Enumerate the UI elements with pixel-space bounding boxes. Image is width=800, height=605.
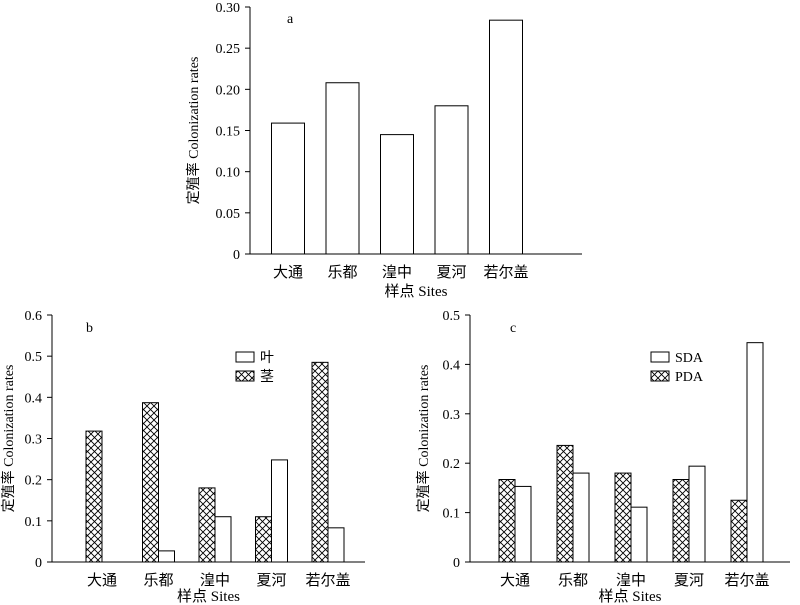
y-tick-label: 0.20 xyxy=(216,83,241,98)
x-axis-title: 样点 Sites xyxy=(385,283,448,300)
bar xyxy=(572,472,590,563)
chart-panel-c: 0 0.1 0.2 0.3 0.4 0.5 大通 乐都 湟中 夏河 若尔盖 定殖率 Colonizat… xyxy=(415,309,790,605)
y-axis-title: 定殖率 Colonization rates xyxy=(185,57,202,205)
legend-swatch xyxy=(650,370,670,382)
y-tick-label: 0.4 xyxy=(25,391,43,406)
y-tick-label: 0 xyxy=(35,556,42,571)
x-axis-title: 样点 Sites xyxy=(599,588,662,605)
bar xyxy=(730,499,748,563)
y-tick-label: 0 xyxy=(233,248,240,263)
x-tick-label: 湟中 xyxy=(382,264,412,281)
chart-panel-b: 0 0.1 0.2 0.3 0.4 0.5 0.6 大通 乐都 湟中 夏河 若尔盖 定殖率 Coloni… xyxy=(0,309,365,605)
x-tick-label: 夏河 xyxy=(256,572,286,589)
bar xyxy=(614,472,632,563)
bar xyxy=(271,122,305,255)
bar xyxy=(380,134,414,255)
bar xyxy=(746,342,764,563)
bar xyxy=(630,506,648,563)
bar xyxy=(85,430,103,563)
bar xyxy=(434,105,469,255)
legend-swatch xyxy=(235,370,255,382)
y-tick-label: 0 xyxy=(453,556,460,571)
y-tick-label: 0.05 xyxy=(216,207,241,222)
bar xyxy=(672,479,690,563)
bar xyxy=(271,459,288,563)
y-tick-label: 0.2 xyxy=(443,457,461,472)
y-tick-label: 0.10 xyxy=(216,166,241,181)
y-tick-label: 0.6 xyxy=(25,309,43,324)
panel-label: b xyxy=(86,321,93,336)
bar xyxy=(498,479,516,563)
bar xyxy=(214,516,232,563)
y-tick-label: 0.5 xyxy=(25,350,43,365)
y-tick-label: 0.30 xyxy=(216,1,241,16)
y-tick-label: 0.15 xyxy=(216,125,241,140)
x-tick-label: 若尔盖 xyxy=(305,572,350,589)
x-axis-title: 样点 Sites xyxy=(177,588,240,605)
y-axis-title: 定殖率 Colonization rates xyxy=(0,365,17,513)
legend-label: 茎 xyxy=(260,369,274,385)
bar xyxy=(514,485,532,563)
x-tick-label: 乐都 xyxy=(558,572,588,589)
bar xyxy=(327,527,345,563)
x-tick-label: 大通 xyxy=(500,572,530,589)
x-tick-label: 大通 xyxy=(273,264,303,281)
y-tick-label: 0.1 xyxy=(25,515,43,530)
bar xyxy=(142,402,159,563)
x-tick-label: 湟中 xyxy=(200,572,230,589)
x-tick-label: 乐都 xyxy=(327,264,357,281)
legend-label: SDA xyxy=(675,351,704,366)
panel-label: a xyxy=(287,12,294,27)
y-tick-label: 0.3 xyxy=(25,433,43,448)
bar xyxy=(311,361,329,563)
y-tick-label: 0.25 xyxy=(216,42,241,57)
chart-panel-a: 0 0.05 0.10 0.15 0.20 0.25 0.30 大通 乐都 湟中 夏河 若尔盖 定殖率 … xyxy=(185,1,582,300)
x-tick-label: 夏河 xyxy=(436,264,466,281)
bar xyxy=(158,550,175,563)
x-tick-label: 大通 xyxy=(87,572,117,589)
x-tick-label: 若尔盖 xyxy=(724,572,769,589)
y-tick-label: 0.5 xyxy=(443,309,461,324)
y-tick-label: 0.3 xyxy=(443,408,461,423)
legend-label: 叶 xyxy=(260,350,274,366)
bar xyxy=(325,82,360,255)
legend-label: PDA xyxy=(675,370,704,385)
bar xyxy=(489,19,523,255)
legend-swatch xyxy=(650,351,670,363)
y-axis-title: 定殖率 Colonization rates xyxy=(415,365,432,513)
legend-swatch xyxy=(235,351,255,363)
bar xyxy=(198,487,216,563)
y-tick-label: 0.2 xyxy=(25,474,43,489)
y-tick-label: 0.1 xyxy=(443,507,461,522)
bar xyxy=(688,465,706,563)
panel-label: c xyxy=(510,321,516,336)
y-tick-label: 0.4 xyxy=(443,358,461,373)
bar xyxy=(255,516,272,563)
x-tick-label: 乐都 xyxy=(143,572,173,589)
x-tick-label: 夏河 xyxy=(674,572,704,589)
bar xyxy=(556,444,574,563)
x-tick-label: 湟中 xyxy=(616,572,646,589)
x-tick-label: 若尔盖 xyxy=(483,264,528,281)
